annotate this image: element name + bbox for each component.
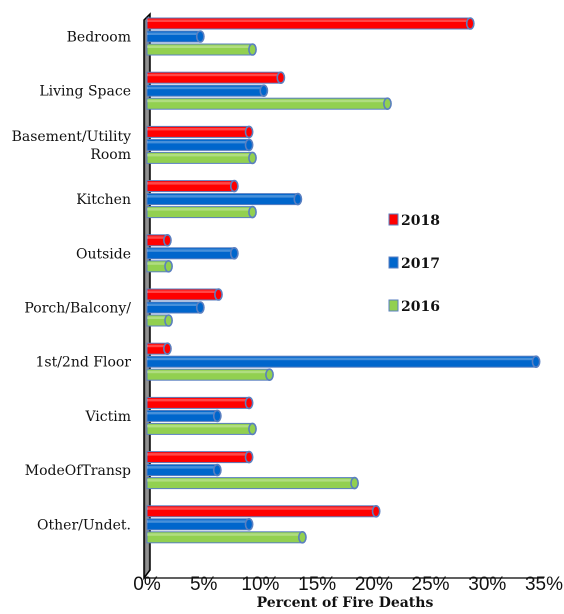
bar: [146, 234, 172, 247]
bar: [146, 125, 254, 139]
category-label: ModeOfTransp: [25, 463, 131, 479]
bar: [146, 205, 257, 219]
category-label: Basement/Utility Room: [12, 129, 132, 163]
bar: [146, 476, 359, 490]
x-axis-title: Percent of Fire Deaths: [257, 595, 434, 611]
bar: [146, 368, 274, 382]
bar: [146, 84, 269, 97]
legend-swatch: [388, 213, 399, 226]
category-label: Living Space: [39, 84, 131, 100]
bar: [146, 43, 257, 56]
bar: [146, 97, 392, 110]
legend-entry: 2016: [388, 299, 440, 315]
bar: [146, 314, 173, 327]
bar: [146, 530, 307, 544]
bar: [146, 342, 172, 356]
bar: [146, 192, 303, 206]
legend-swatch: [388, 299, 399, 312]
legend-label: 2017: [401, 256, 440, 272]
bar: [146, 17, 475, 30]
bar: [146, 138, 254, 152]
bar: [146, 504, 381, 518]
x-tick-label: 15%: [298, 574, 336, 595]
legend-swatch: [388, 256, 399, 269]
bar: [146, 151, 257, 165]
category-label: Porch/Balcony/: [24, 301, 131, 317]
bar: [146, 355, 541, 369]
bar: [146, 259, 173, 273]
category-label: Kitchen: [76, 192, 131, 208]
legend-entry: 2017: [388, 256, 440, 272]
bar: [146, 179, 239, 193]
x-tick-label: 25%: [412, 574, 450, 595]
bar: [146, 288, 223, 301]
legend-label: 2018: [401, 213, 440, 229]
bar: [146, 30, 205, 43]
x-tick-label: 0%: [133, 574, 161, 595]
category-label: Bedroom: [67, 30, 131, 46]
legend-label: 2016: [401, 299, 440, 315]
legend-entry: 2018: [388, 213, 440, 229]
bar: [146, 422, 257, 436]
bar: [146, 409, 222, 423]
x-tick-label: 5%: [190, 574, 218, 595]
category-label: Other/Undet.: [37, 517, 131, 533]
bar: [146, 396, 254, 410]
bar: [146, 463, 222, 477]
category-label: Outside: [76, 246, 131, 262]
bar: [146, 517, 254, 531]
x-tick-label: 35%: [525, 574, 563, 595]
bar: [146, 301, 205, 314]
x-tick-label: 20%: [355, 574, 393, 595]
category-label: 1st/2nd Floor: [35, 355, 131, 371]
bar: [146, 450, 254, 464]
x-tick-label: 30%: [468, 574, 506, 595]
bar: [146, 247, 239, 260]
bar: [146, 71, 286, 84]
x-tick-label: 10%: [241, 574, 279, 595]
category-label: Victim: [84, 409, 131, 425]
